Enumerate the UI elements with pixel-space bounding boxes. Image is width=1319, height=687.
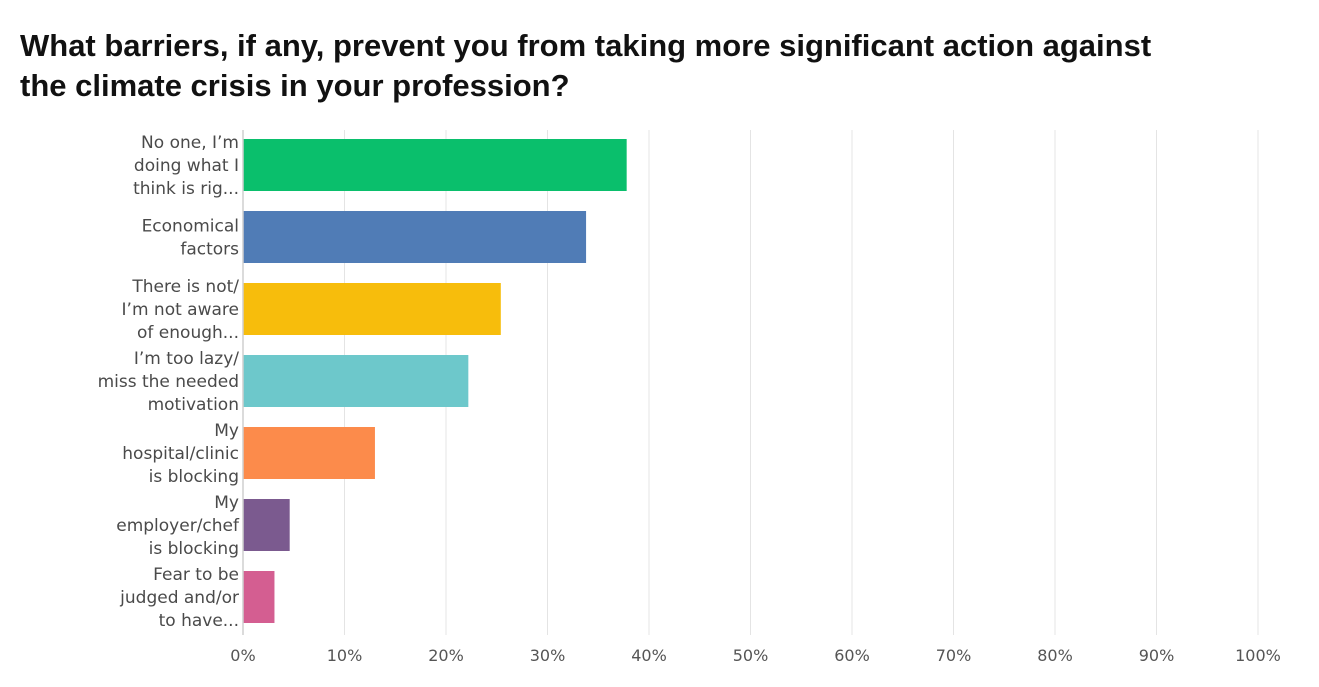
chart-title-line-2: the climate crisis in your profession? (20, 68, 570, 103)
bar (243, 355, 469, 407)
bar (243, 139, 627, 191)
x-tick-label: 40% (631, 646, 667, 665)
category-label: Fear to be (153, 565, 239, 585)
category-label: employer/chef (116, 516, 240, 536)
chart-title: What barriers, if any, prevent you from … (20, 26, 1310, 106)
x-tick-label: 100% (1235, 646, 1281, 665)
category-label: There is not/ (131, 277, 239, 297)
x-tick-label: 90% (1139, 646, 1175, 665)
category-label: My (214, 493, 239, 513)
x-tick-label: 50% (733, 646, 769, 665)
x-tick-label: 0% (230, 646, 255, 665)
chart-title-line-1: What barriers, if any, prevent you from … (20, 28, 1152, 63)
x-tick-label: 70% (936, 646, 972, 665)
category-label: think is rig... (133, 179, 239, 199)
category-label: factors (180, 240, 239, 260)
category-label: My (214, 421, 239, 441)
category-label: is blocking (149, 539, 239, 559)
bar (243, 211, 587, 263)
category-label: I’m not aware (122, 300, 239, 320)
category-label: hospital/clinic (122, 444, 239, 464)
x-tick-label: 60% (834, 646, 870, 665)
x-tick-label: 20% (428, 646, 464, 665)
category-label: motivation (148, 395, 239, 415)
bar (243, 427, 375, 479)
category-label: Economical (142, 217, 239, 237)
x-tick-label: 30% (530, 646, 566, 665)
category-label: is blocking (149, 467, 239, 487)
category-label: doing what I (134, 156, 239, 176)
bar (243, 499, 290, 551)
category-label: of enough... (137, 323, 239, 343)
bar (243, 571, 275, 623)
bar (243, 283, 501, 335)
category-label: I’m too lazy/ (134, 349, 239, 369)
category-label: judged and/or (119, 588, 239, 608)
category-label: miss the needed (98, 372, 239, 392)
x-tick-label: 80% (1037, 646, 1073, 665)
category-label: No one, I’m (141, 133, 239, 153)
x-tick-label: 10% (327, 646, 363, 665)
category-label: to have... (159, 611, 239, 631)
